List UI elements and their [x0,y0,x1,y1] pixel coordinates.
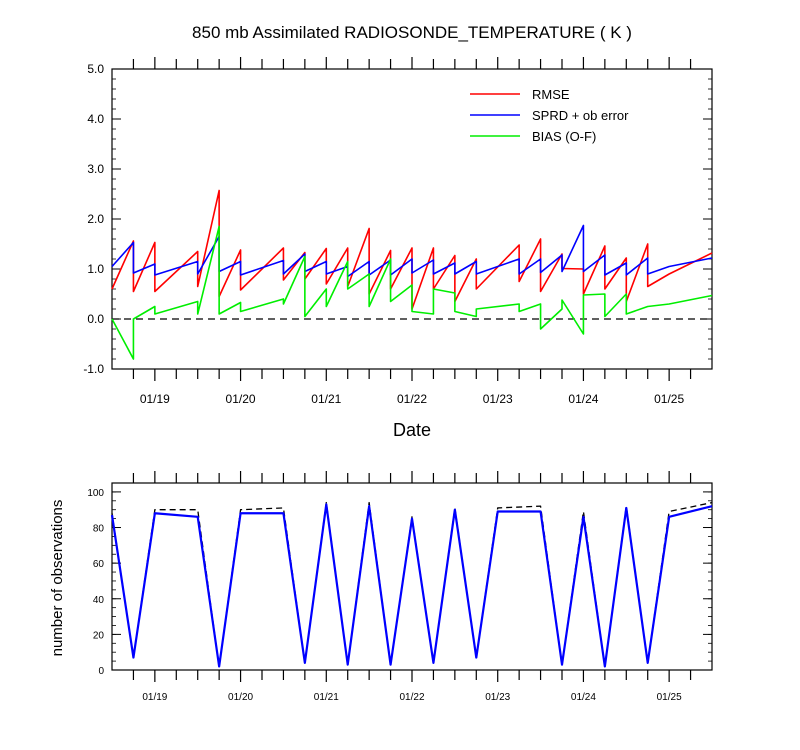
bottom-chart-ticks: 0 20 40 60 80 100 01/19 01/20 01/21 01/22 01/23 01/… [87,471,712,703]
bottom-y-axis-label: number of observations [49,500,66,657]
top-chart-ticks: -1.0 0.0 1.0 2.0 3.0 4.0 5.0 01/19 01/20 01/21 01/… [83,57,712,406]
y-tick-label: -1.0 [83,362,104,376]
bottom-chart-frame [111,482,713,671]
x-tick-label: 01/20 [226,392,256,406]
x-tick-label: 01/25 [654,392,684,406]
x-axis-label: Date [393,420,431,440]
x-tick-label: 01/22 [399,692,424,703]
y-tick-label: 4.0 [87,112,104,126]
x-tick-label: 01/25 [657,692,682,703]
y-tick-label: 5.0 [87,62,104,76]
y-tick-label: 0 [98,666,104,677]
y-tick-label: 2.0 [87,212,104,226]
y-tick-label: 1.0 [87,262,104,276]
series-line-0 [111,501,713,668]
y-tick-label: 20 [93,630,105,641]
series-line-1 [110,503,713,668]
x-tick-label: 01/23 [483,392,513,406]
legend-label: SPRD + ob error [532,108,629,123]
top-chart-series [111,189,713,360]
x-tick-label: 01/24 [568,392,598,406]
x-tick-label: 01/23 [485,692,510,703]
series-line-2 [111,225,713,360]
y-tick-label: 0.0 [87,312,104,326]
legend-label: BIAS (O-F) [532,129,596,144]
y-tick-label: 100 [87,488,104,499]
x-tick-label: 01/19 [142,692,167,703]
y-tick-label: 3.0 [87,162,104,176]
x-tick-label: 01/21 [314,692,339,703]
x-tick-label: 01/21 [311,392,341,406]
x-tick-label: 01/22 [397,392,427,406]
y-tick-label: 60 [93,559,105,570]
bottom-chart-series [110,501,713,668]
x-tick-label: 01/19 [140,392,170,406]
y-tick-label: 80 [93,524,105,535]
x-tick-label: 01/20 [228,692,253,703]
chart-title: 850 mb Assimilated RADIOSONDE_TEMPERATUR… [192,23,632,42]
legend-label: RMSE [532,87,570,102]
legend: RMSE SPRD + ob error BIAS (O-F) [470,87,629,144]
x-tick-label: 01/24 [571,692,596,703]
y-tick-label: 40 [93,595,105,606]
